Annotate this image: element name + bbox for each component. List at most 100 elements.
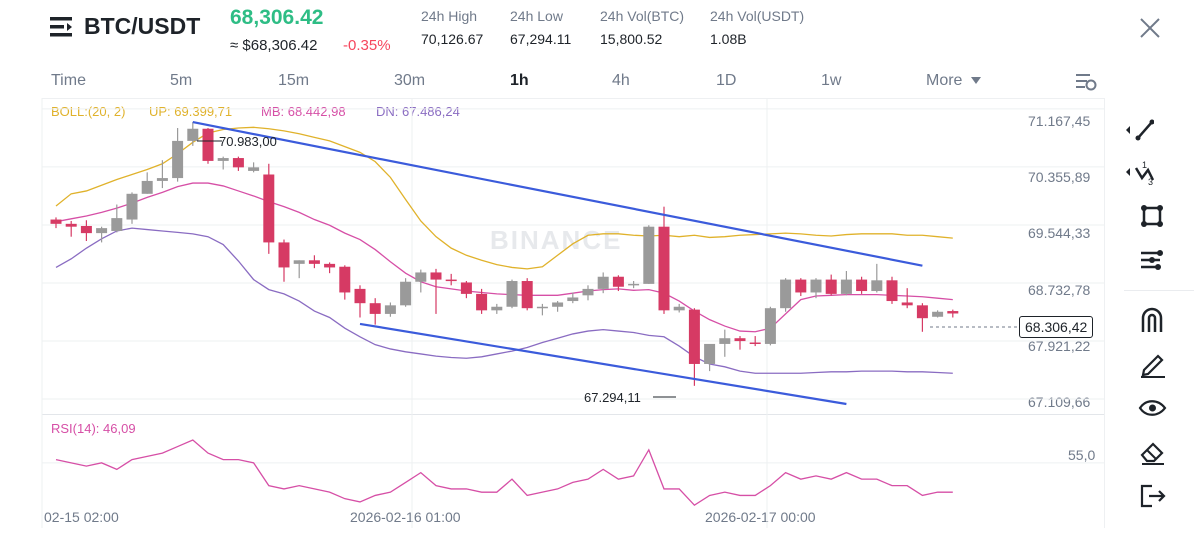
candle (628, 281, 640, 289)
eye-icon[interactable] (1138, 394, 1168, 422)
candle (141, 172, 153, 194)
candle (612, 275, 624, 292)
stat-value: 67,294.11 (510, 31, 572, 47)
candle-body (901, 302, 913, 306)
svg-text:1: 1 (1142, 160, 1147, 170)
candle (172, 128, 184, 182)
pair-title[interactable]: BTC/USDT (84, 13, 201, 39)
stat-24h-high: 24h High 70,126.67 (421, 8, 483, 47)
stat-label: 24h Vol(BTC) (600, 8, 685, 24)
candle-body (50, 219, 62, 224)
stat-label: 24h High (421, 8, 478, 24)
tab-1w[interactable]: 1w (821, 72, 842, 89)
candle (491, 303, 503, 314)
caret-down-icon[interactable] (971, 77, 981, 85)
candle-body (111, 218, 123, 231)
time-tick: 2026-02-16 01:00 (350, 509, 461, 525)
candle-body (445, 279, 457, 282)
price-tick: 67.921,22 (1028, 338, 1091, 354)
candle-body (734, 338, 746, 342)
candle (597, 272, 609, 294)
tab-1h[interactable]: 1h (510, 72, 529, 89)
candle-body (460, 282, 472, 294)
candle-body (476, 293, 488, 311)
tab-4h[interactable]: 4h (612, 72, 630, 89)
candle-body (795, 279, 807, 293)
candle (460, 281, 472, 299)
stat-value: 1.08B (710, 31, 747, 47)
fib-icon[interactable]: 1 3 (1124, 158, 1154, 186)
candle (658, 206, 670, 314)
candle-body (536, 306, 548, 309)
candle (476, 288, 488, 314)
chart-top-border (42, 98, 1105, 99)
stat-24h-vol-usdt: 24h Vol(USDT) 1.08B (710, 8, 804, 47)
candle (932, 310, 944, 318)
candle-body (612, 276, 624, 287)
candle (248, 162, 260, 173)
candle (156, 160, 168, 189)
candle (324, 262, 336, 274)
eraser-icon[interactable] (1138, 438, 1168, 466)
candle (673, 303, 685, 313)
candle-body (688, 309, 700, 364)
candle-body (278, 242, 290, 268)
tab-30m[interactable]: 30m (394, 72, 426, 89)
trend-line-icon[interactable] (1124, 116, 1154, 144)
candle-body (263, 174, 275, 243)
watermark: BINANCE (490, 225, 622, 255)
tab-more[interactable]: More (926, 72, 963, 89)
boll-lower-label: DN: 67.486,24 (376, 104, 460, 119)
candle (521, 278, 533, 311)
shape-icon[interactable] (1138, 202, 1168, 230)
tab-5m[interactable]: 5m (170, 72, 193, 89)
tab-15m[interactable]: 15m (278, 72, 310, 89)
candle (856, 276, 868, 294)
candle (263, 163, 275, 254)
candle (764, 306, 776, 346)
rsi-line (55, 439, 953, 507)
candle-body (673, 306, 685, 311)
candle (430, 268, 442, 314)
candle (916, 303, 928, 332)
price-tick: 70.355,89 (1028, 169, 1091, 185)
candle (749, 336, 761, 347)
candle-body (719, 338, 731, 344)
candle-body (749, 342, 761, 345)
price-tick: 69.544,33 (1028, 225, 1091, 241)
magnet-icon[interactable] (1138, 306, 1168, 334)
price-tick: 67.109,66 (1028, 394, 1091, 410)
low-annotation: 67.294,11 (584, 390, 641, 405)
candle-body (415, 272, 427, 282)
menu-icon[interactable] (50, 17, 72, 37)
chart-settings-icon[interactable] (1075, 72, 1097, 92)
exit-icon[interactable] (1138, 482, 1168, 510)
toolbar-divider (1124, 290, 1194, 291)
candle (536, 303, 548, 316)
candle-body (825, 279, 837, 294)
candle (80, 220, 92, 241)
candle (96, 226, 108, 243)
high-annotation: 70.983,00 (219, 134, 277, 149)
indicator-settings-icon[interactable] (1138, 246, 1168, 274)
candle-body (506, 281, 518, 307)
candle-body (339, 266, 351, 293)
candle-body (172, 140, 184, 179)
candle-body (597, 276, 609, 289)
stat-label: 24h Vol(USDT) (710, 8, 805, 24)
tab-1d[interactable]: 1D (716, 72, 737, 89)
candle (369, 298, 381, 325)
candle (278, 239, 290, 282)
close-icon[interactable] (1138, 16, 1162, 40)
svg-text:3: 3 (1148, 177, 1153, 186)
pencil-icon[interactable] (1138, 350, 1168, 378)
candle (552, 301, 564, 312)
candle-body (384, 305, 396, 314)
stat-24h-low: 24h Low 67,294.11 (510, 8, 571, 47)
candle (947, 309, 959, 318)
candle-body (643, 226, 655, 284)
tab-time[interactable]: Time (51, 72, 86, 89)
last-price: 68,306.42 (230, 6, 324, 29)
fiat-price: ≈ $68,306.42 (230, 37, 318, 54)
